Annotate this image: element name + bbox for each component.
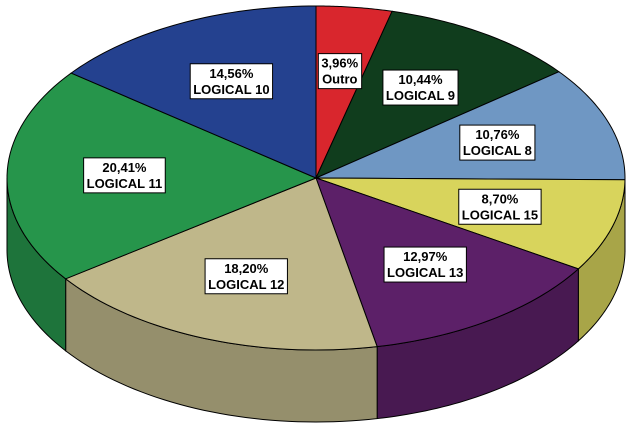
value-label: 18,20% bbox=[224, 261, 269, 276]
label-box bbox=[458, 188, 542, 225]
data-label: 18,20%LOGICAL 12 bbox=[204, 258, 288, 295]
category-label: Outro bbox=[322, 72, 357, 87]
category-label: LOGICAL 8 bbox=[463, 143, 532, 158]
data-label: 3,96%Outro bbox=[317, 53, 363, 90]
label-box bbox=[189, 63, 274, 100]
value-label: 12,97% bbox=[403, 249, 448, 264]
data-label: 8,70%LOGICAL 15 bbox=[458, 188, 542, 225]
label-box bbox=[459, 124, 536, 161]
category-label: LOGICAL 11 bbox=[87, 176, 163, 191]
value-label: 10,44% bbox=[398, 72, 443, 87]
label-box bbox=[382, 69, 459, 106]
value-label: 14,56% bbox=[209, 66, 254, 81]
label-box bbox=[383, 246, 467, 283]
data-label: 20,41%LOGICAL 11 bbox=[83, 157, 166, 194]
value-label: 3,96% bbox=[321, 56, 358, 71]
label-box bbox=[83, 157, 166, 194]
category-label: LOGICAL 12 bbox=[208, 277, 284, 292]
value-label: 20,41% bbox=[102, 160, 147, 175]
category-label: LOGICAL 15 bbox=[462, 207, 538, 222]
label-box bbox=[317, 53, 363, 90]
pie-slice bbox=[315, 5, 393, 179]
data-label: 10,76%LOGICAL 8 bbox=[459, 124, 536, 161]
category-label: LOGICAL 13 bbox=[387, 265, 463, 280]
data-label: 14,56%LOGICAL 10 bbox=[189, 63, 274, 100]
value-label: 8,70% bbox=[482, 191, 519, 206]
category-label: LOGICAL 10 bbox=[193, 82, 269, 97]
data-label: 10,44%LOGICAL 9 bbox=[382, 69, 459, 106]
data-label: 12,97%LOGICAL 13 bbox=[383, 246, 467, 283]
label-box bbox=[204, 258, 288, 295]
value-label: 10,76% bbox=[475, 127, 520, 142]
category-label: LOGICAL 9 bbox=[386, 88, 455, 103]
